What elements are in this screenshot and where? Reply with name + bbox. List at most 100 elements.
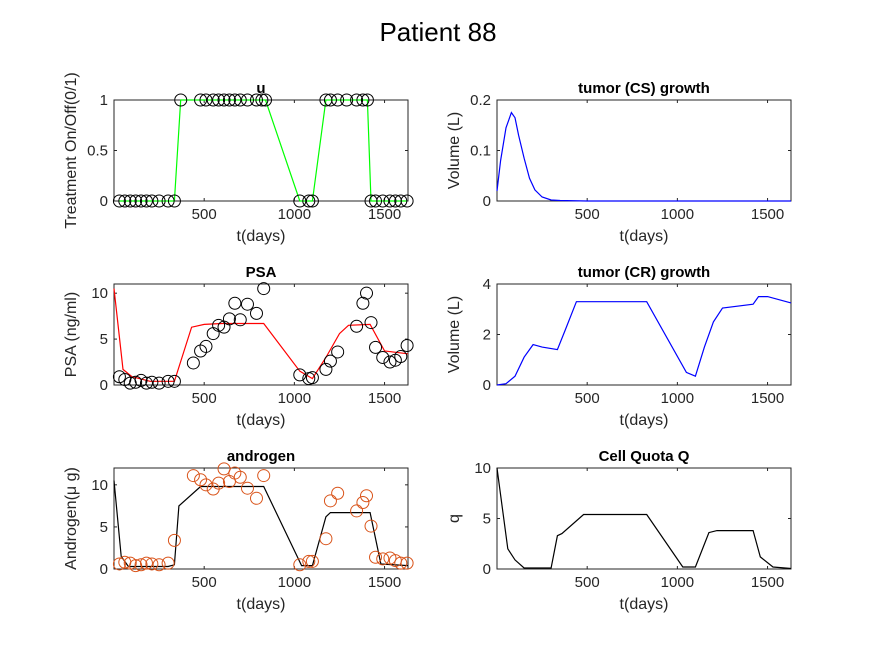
data-point-psa (364, 316, 378, 330)
series-line-cr (496, 296, 792, 386)
data-point-androgen (369, 550, 383, 564)
plot-area-psa (113, 283, 409, 386)
data-point-u (217, 93, 231, 107)
data-point-androgen (139, 556, 153, 570)
plot-area-u (113, 99, 409, 202)
data-point-androgen (145, 557, 159, 571)
plot-area-q (496, 467, 792, 570)
x-tick-label-cr: 1500 (751, 390, 784, 407)
x-axis-label-psa: t(days) (237, 412, 286, 429)
data-point-u (360, 93, 374, 107)
data-point-u (112, 194, 126, 208)
data-point-androgen (186, 469, 200, 483)
x-tick-label-cs: 500 (575, 206, 600, 223)
data-point-u (293, 194, 307, 208)
x-tick-label-cs: 1500 (751, 206, 784, 223)
y-tick-label-psa: 0 (100, 377, 108, 394)
data-point-psa (360, 286, 374, 300)
y-axis-label-cs: Volume (L) (446, 112, 463, 189)
y-tick-label-cr: 0 (483, 377, 491, 394)
x-tick-label-androgen: 1000 (278, 574, 311, 591)
data-point-u (249, 93, 263, 107)
y-axis-label-psa: PSA (ng/ml) (63, 292, 80, 377)
x-tick-label-androgen: 1500 (368, 574, 401, 591)
y-tick-label-u: 0 (100, 193, 108, 210)
panel-psa: 500 1000 1500 0 5 10 PSA t(days) PSA (ng/ml) (63, 264, 414, 429)
plot-area-cr (496, 283, 792, 386)
y-tick-label-u: 1 (100, 92, 108, 109)
data-point-androgen (331, 486, 345, 500)
series-group-u (112, 93, 414, 208)
y-tick-label-q: 5 (483, 511, 491, 528)
series-group-psa (112, 282, 414, 390)
data-point-psa (305, 371, 319, 385)
data-point-u (139, 194, 153, 208)
x-tick-label-cs: 1000 (661, 206, 694, 223)
data-point-u (118, 194, 132, 208)
data-point-u (376, 194, 390, 208)
data-point-psa (240, 297, 254, 311)
data-point-u (123, 194, 137, 208)
data-point-psa (323, 354, 337, 368)
data-point-u (161, 194, 175, 208)
y-tick-label-cr: 2 (483, 327, 491, 344)
x-axis-label-q: t(days) (620, 596, 669, 613)
data-point-psa (369, 340, 383, 354)
x-tick-label-cr: 500 (575, 390, 600, 407)
data-point-u (167, 194, 181, 208)
x-axis-label-cs: t(days) (620, 228, 669, 245)
data-point-androgen (360, 489, 374, 503)
series-group-q (496, 467, 792, 570)
data-point-androgen (212, 476, 226, 490)
series-line-u (119, 99, 408, 202)
data-point-androgen (112, 557, 126, 571)
x-tick-label-psa: 1500 (368, 390, 401, 407)
data-point-u (305, 194, 319, 208)
data-point-androgen (400, 556, 414, 570)
data-point-psa (152, 376, 166, 390)
panel-title-u: u (256, 80, 265, 97)
x-tick-label-u: 1000 (278, 206, 311, 223)
data-point-u (240, 93, 254, 107)
data-point-psa (139, 376, 153, 390)
data-point-psa (222, 312, 236, 326)
y-tick-label-androgen: 0 (100, 561, 108, 578)
data-point-psa (161, 374, 175, 388)
series-line-q (496, 467, 792, 570)
data-point-androgen (129, 559, 143, 573)
data-point-u (199, 93, 213, 107)
plot-area-androgen (113, 467, 409, 570)
data-point-u (340, 93, 354, 107)
y-axis-label-u: Treatment On/Off(0/1) (63, 72, 80, 229)
x-tick-label-cr: 1000 (661, 390, 694, 407)
figure-title: Patient 88 (379, 17, 496, 47)
data-point-androgen (199, 478, 213, 492)
panel-q: 500 1000 1500 0 5 10 Cell Quota Q t(days) q (446, 448, 792, 613)
plot-area-cs (496, 99, 792, 202)
data-point-u (206, 93, 220, 107)
y-tick-label-psa: 10 (91, 285, 108, 302)
data-point-u (194, 93, 208, 107)
data-point-androgen (305, 554, 319, 568)
y-axis-label-q: q (446, 514, 463, 523)
series-group-cs (496, 111, 791, 202)
data-point-androgen (302, 554, 316, 568)
panel-title-androgen: androgen (227, 448, 295, 465)
x-axis-label-u: t(days) (237, 228, 286, 245)
x-tick-label-psa: 500 (192, 390, 217, 407)
x-tick-label-psa: 1000 (278, 390, 311, 407)
panel-title-q: Cell Quota Q (599, 448, 690, 465)
data-point-androgen (356, 496, 370, 510)
x-axis-label-androgen: t(days) (237, 596, 286, 613)
data-point-u (383, 194, 397, 208)
data-point-psa (167, 374, 181, 388)
data-point-androgen (161, 556, 175, 570)
y-axis-label-androgen: Androgen(μ g) (63, 467, 80, 570)
data-point-u (134, 194, 148, 208)
data-point-androgen (350, 504, 364, 518)
series-line-cs (496, 111, 791, 202)
data-point-androgen (364, 519, 378, 533)
panel-u: 500 1000 1500 0 0.5 1 u t(days) Treatment On/Off… (63, 72, 414, 245)
data-point-u (174, 93, 188, 107)
data-point-psa (257, 282, 271, 296)
